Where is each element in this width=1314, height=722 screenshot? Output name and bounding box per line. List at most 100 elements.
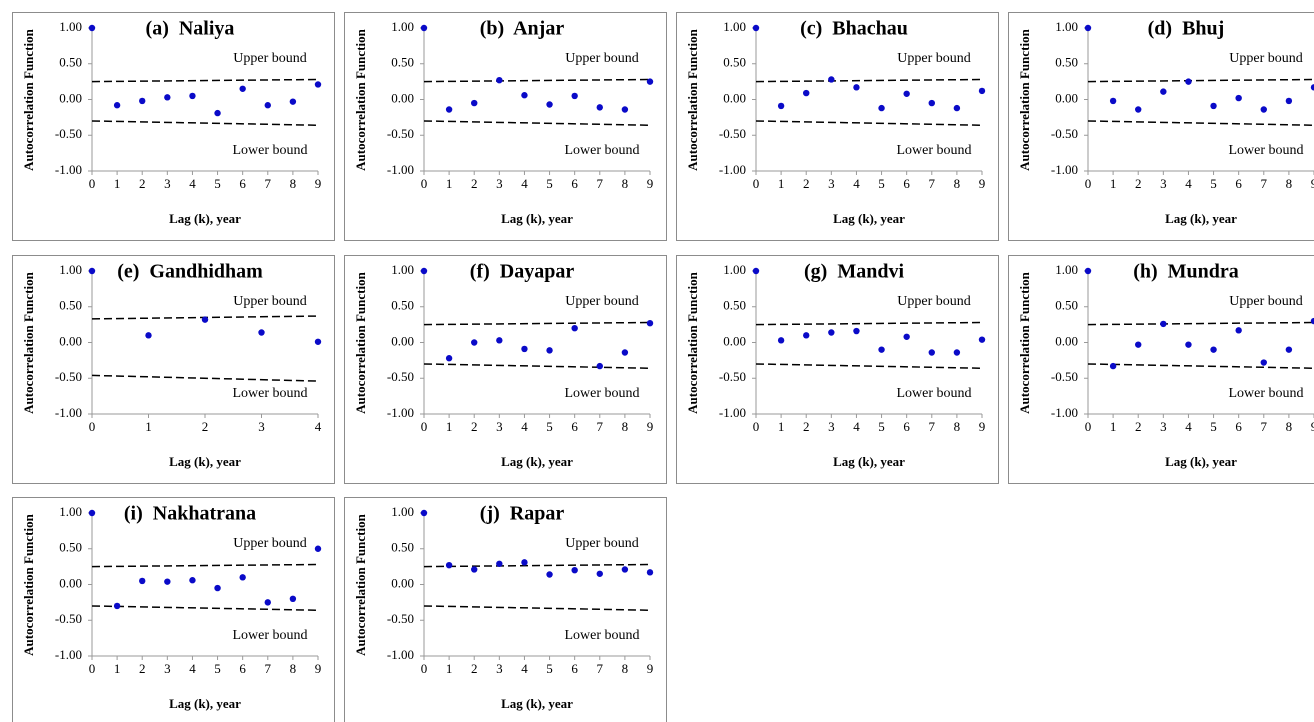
x-tick-label: 6 xyxy=(239,176,246,191)
y-tick-label: -1.00 xyxy=(1051,405,1078,420)
x-axis-label: Lag (k), year xyxy=(1165,454,1237,469)
panel: 1.00 0.50 0.00 -0.50 -1.00 0 1 2 3 4 5 6 7 8 9 Upper bo… xyxy=(344,12,667,241)
y-tick-label: 1.00 xyxy=(391,19,414,34)
x-tick-label: 2 xyxy=(471,661,478,676)
acf-point xyxy=(1310,317,1314,325)
x-tick-label: 4 xyxy=(521,661,528,676)
acf-point xyxy=(546,571,553,578)
acf-point xyxy=(1235,327,1242,334)
acf-point xyxy=(1285,346,1293,353)
panel-frame xyxy=(12,497,335,722)
x-axis-label: Lag (k), year xyxy=(501,454,573,469)
lower-bound-line xyxy=(91,374,319,382)
x-tick-label: 8 xyxy=(1286,176,1293,191)
y-tick-label: 1.00 xyxy=(59,262,82,277)
x-tick-label: 1 xyxy=(778,419,785,434)
y-tick-label: 0.50 xyxy=(723,298,746,313)
x-axis-label: Lag (k), year xyxy=(501,211,573,226)
x-tick-label: 9 xyxy=(1311,176,1314,191)
acf-point xyxy=(1185,78,1192,85)
lower-bound-label: Lower bound xyxy=(1228,386,1303,401)
panel-title: (d) Bhuj xyxy=(1148,18,1225,40)
acf-point xyxy=(928,349,935,356)
acf-point xyxy=(445,106,453,113)
acf-point xyxy=(903,90,910,97)
y-tick-label: 0.00 xyxy=(1055,333,1078,348)
x-tick-label: 0 xyxy=(89,176,96,191)
upper-bound-label: Upper bound xyxy=(897,294,971,309)
lower-bound-label: Lower bound xyxy=(564,386,639,401)
lower-bound-line xyxy=(423,363,651,369)
y-tick-label: 1.00 xyxy=(59,19,82,34)
y-tick-label: -1.00 xyxy=(387,162,414,177)
acf-point xyxy=(239,574,246,581)
panel-title: (g) Mandvi xyxy=(804,261,904,283)
panel: 1.00 0.50 0.00 -0.50 -1.00 0 1 2 3 4 Upper bound Lo… xyxy=(12,255,335,484)
y-tick-label: -0.50 xyxy=(55,611,82,626)
lower-bound-line xyxy=(91,120,319,126)
acf-point xyxy=(521,559,528,566)
acf-point xyxy=(803,89,810,97)
acf-point xyxy=(571,567,578,574)
upper-bound-label: Upper bound xyxy=(233,536,307,551)
acf-point xyxy=(314,338,322,345)
x-axis-label: Lag (k), year xyxy=(833,211,905,226)
panel-title: (i) Nakhatrana xyxy=(124,503,256,525)
acf-point xyxy=(139,97,146,105)
lower-bound-line xyxy=(91,605,319,611)
y-tick-label: 1.00 xyxy=(391,504,414,519)
acf-point xyxy=(1109,97,1117,105)
y-tick-label: 0.00 xyxy=(391,90,414,105)
panel-frame xyxy=(676,255,999,484)
acf-point xyxy=(596,570,603,577)
lower-bound-label: Lower bound xyxy=(896,386,971,401)
x-tick-label: 3 xyxy=(164,661,171,676)
x-tick-label: 7 xyxy=(265,661,272,676)
acf-point xyxy=(471,99,478,107)
acf-point xyxy=(88,267,96,275)
x-tick-label: 2 xyxy=(1135,176,1142,191)
acf-point xyxy=(596,104,603,111)
y-tick-label: -1.00 xyxy=(1051,162,1078,177)
x-tick-label: 3 xyxy=(496,661,503,676)
acf-point xyxy=(621,349,629,356)
acf-point xyxy=(1109,362,1117,370)
panel: 1.00 0.50 0.00 -0.50 -1.00 0 1 2 3 4 5 6 7 8 9 Upper bo… xyxy=(676,255,999,484)
y-tick-label: 0.00 xyxy=(723,333,746,348)
acf-point xyxy=(496,337,503,344)
x-tick-label: 4 xyxy=(521,419,528,434)
panel: 1.00 0.50 0.00 -0.50 -1.00 0 1 2 3 4 5 6 7 8 9 Upper bo… xyxy=(676,12,999,241)
y-tick-label: 0.00 xyxy=(59,90,82,105)
lower-bound-line xyxy=(755,120,983,126)
acf-point xyxy=(88,509,96,517)
x-tick-label: 9 xyxy=(647,419,654,434)
upper-bound-line xyxy=(755,321,983,326)
panel-title: (h) Mundra xyxy=(1133,261,1239,283)
x-tick-label: 1 xyxy=(145,419,152,434)
x-tick-label: 2 xyxy=(139,661,146,676)
y-axis-label: Autocorrelation Function xyxy=(685,28,700,170)
x-tick-label: 9 xyxy=(979,419,986,434)
x-tick-label: 8 xyxy=(954,419,961,434)
y-axis-label: Autocorrelation Function xyxy=(353,28,368,170)
x-tick-label: 5 xyxy=(546,176,553,191)
x-tick-label: 0 xyxy=(89,419,96,434)
upper-bound-line xyxy=(423,321,651,326)
x-axis-label: Lag (k), year xyxy=(169,696,241,711)
upper-bound-label: Upper bound xyxy=(233,294,307,309)
acf-point xyxy=(903,333,910,340)
y-tick-label: 0.00 xyxy=(391,575,414,590)
acf-point xyxy=(164,578,171,585)
x-tick-label: 8 xyxy=(622,661,629,676)
x-tick-label: 4 xyxy=(189,661,196,676)
y-tick-label: -0.50 xyxy=(55,126,82,141)
acf-point xyxy=(1210,346,1217,353)
acf-point xyxy=(113,102,121,109)
acf-point xyxy=(646,319,654,327)
x-tick-label: 1 xyxy=(446,176,453,191)
x-tick-label: 5 xyxy=(878,176,885,191)
y-tick-label: 0.00 xyxy=(391,333,414,348)
acf-point xyxy=(145,332,152,339)
y-tick-label: 1.00 xyxy=(723,262,746,277)
